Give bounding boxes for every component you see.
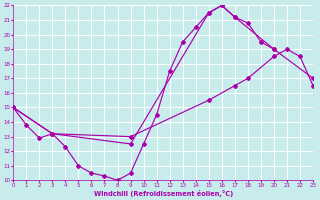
X-axis label: Windchill (Refroidissement éolien,°C): Windchill (Refroidissement éolien,°C) xyxy=(93,190,233,197)
